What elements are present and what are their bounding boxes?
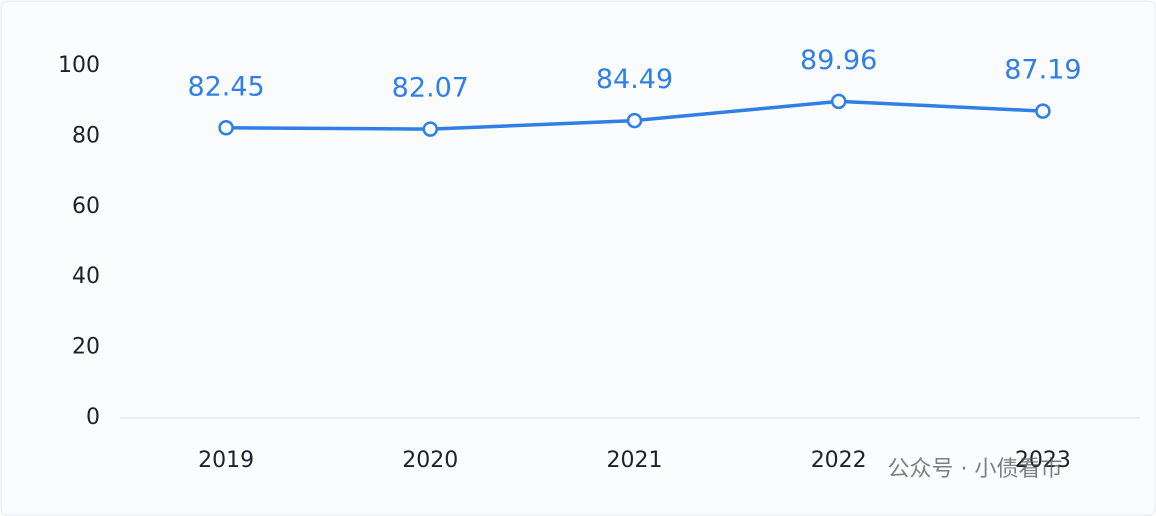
data-label: 89.96 [800,45,877,76]
x-tick-label: 2023 [1015,448,1071,473]
watermark: 公众号 · 小债看市 [888,457,1063,482]
y-tick-label: 40 [72,264,100,289]
y-tick-label: 0 [86,405,100,430]
data-label: 82.07 [392,73,469,104]
point [422,121,439,137]
y-tick-label: 60 [72,194,100,219]
y-tick-label: 20 [72,335,100,360]
x-tick-label: 2022 [811,448,867,473]
data-label: 84.49 [596,64,673,95]
point [218,120,234,136]
data-label: 87.19 [1004,55,1081,86]
point [626,112,643,129]
y-tick-label: 80 [72,123,100,148]
point [830,93,847,110]
x-tick-label: 2019 [198,448,254,473]
data-label: 82.45 [187,71,264,102]
x-tick-label: 2021 [607,448,663,473]
y-tick-label: 100 [58,53,100,78]
x-tick-label: 2020 [402,448,458,473]
point [1035,103,1051,119]
